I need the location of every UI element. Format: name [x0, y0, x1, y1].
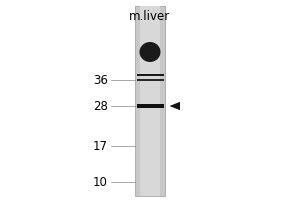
Text: 28: 28 — [93, 99, 108, 112]
Bar — [135, 6, 165, 196]
Text: 10: 10 — [93, 176, 108, 188]
Bar — [140, 6, 160, 196]
Ellipse shape — [140, 42, 160, 62]
Polygon shape — [169, 102, 180, 110]
Bar — [136, 79, 164, 81]
Bar — [136, 104, 164, 108]
Text: 36: 36 — [93, 73, 108, 86]
Text: 17: 17 — [93, 140, 108, 152]
Text: m.liver: m.liver — [129, 10, 171, 23]
Bar — [136, 74, 164, 76]
